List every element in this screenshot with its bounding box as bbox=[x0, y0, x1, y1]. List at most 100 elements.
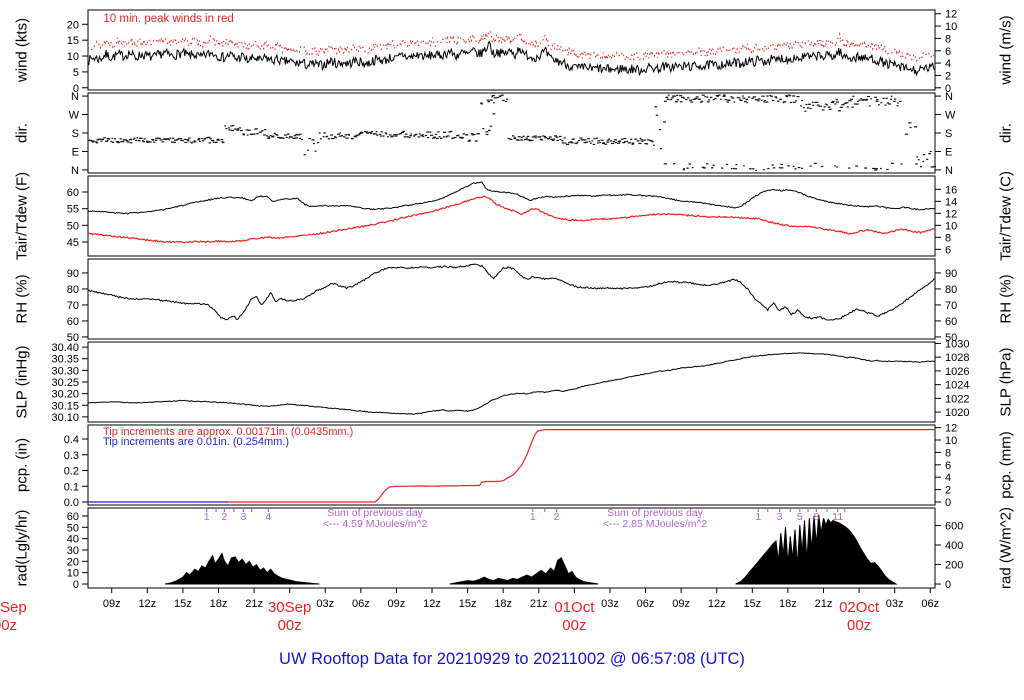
svg-text:30.25: 30.25 bbox=[51, 377, 79, 389]
svg-text:1026: 1026 bbox=[945, 366, 969, 378]
svg-text:Sum of previous day: Sum of previous day bbox=[607, 507, 703, 519]
figure-caption: UW Rooftop Data for 20210929 to 20211002… bbox=[279, 650, 745, 668]
svg-text:8: 8 bbox=[945, 33, 951, 45]
svg-text:Sum of previous day: Sum of previous day bbox=[327, 507, 423, 519]
svg-text:11: 11 bbox=[832, 511, 843, 523]
svg-text:10: 10 bbox=[945, 435, 957, 447]
axis-title-slp-hpa: SLP (hPa) bbox=[997, 347, 1015, 417]
svg-text:30.10: 30.10 bbox=[51, 412, 79, 424]
axis-title-tair-f: Tair/Tdew (F) bbox=[13, 171, 31, 261]
svg-text:03z: 03z bbox=[316, 598, 334, 610]
svg-text:0.0: 0.0 bbox=[64, 497, 79, 509]
svg-text:29Sep: 29Sep bbox=[0, 599, 27, 616]
svg-text:8: 8 bbox=[945, 232, 951, 244]
svg-text:40: 40 bbox=[67, 534, 79, 546]
svg-text:03z: 03z bbox=[886, 598, 904, 610]
svg-text:06z: 06z bbox=[637, 598, 655, 610]
svg-text:W: W bbox=[945, 110, 956, 122]
svg-text:<--- 4.59 MJoules/m^2: <--- 4.59 MJoules/m^2 bbox=[323, 518, 428, 530]
svg-text:2: 2 bbox=[945, 70, 951, 82]
axis-title-rad-wm2: rad (W/m^2) bbox=[997, 506, 1015, 590]
svg-text:80: 80 bbox=[67, 284, 79, 296]
svg-text:8: 8 bbox=[945, 447, 951, 459]
svg-text:00z: 00z bbox=[847, 617, 871, 634]
panel-pcp bbox=[82, 424, 941, 506]
svg-text:2: 2 bbox=[554, 511, 560, 523]
svg-text:W: W bbox=[69, 110, 80, 122]
svg-text:8: 8 bbox=[813, 511, 819, 523]
svg-text:10: 10 bbox=[945, 220, 957, 232]
svg-text:5: 5 bbox=[797, 511, 803, 523]
svg-text:200: 200 bbox=[945, 560, 963, 572]
svg-text:4: 4 bbox=[265, 511, 271, 523]
svg-text:03z: 03z bbox=[601, 598, 619, 610]
svg-text:09z: 09z bbox=[672, 598, 690, 610]
svg-text:12z: 12z bbox=[708, 598, 726, 610]
svg-text:00z: 00z bbox=[278, 617, 302, 634]
svg-text:12: 12 bbox=[945, 208, 957, 220]
svg-text:N: N bbox=[945, 91, 953, 103]
svg-text:60: 60 bbox=[945, 316, 957, 328]
panel-temp bbox=[82, 175, 941, 257]
svg-text:5: 5 bbox=[73, 67, 79, 79]
chart-canvas: 05101520024681012NWSENNWSEN4550556068101… bbox=[0, 9, 969, 634]
svg-text:21z: 21z bbox=[245, 598, 263, 610]
svg-text:15z: 15z bbox=[459, 598, 477, 610]
svg-text:12: 12 bbox=[945, 9, 957, 21]
svg-text:0: 0 bbox=[73, 83, 79, 95]
svg-text:4: 4 bbox=[945, 472, 951, 484]
svg-text:3: 3 bbox=[240, 511, 246, 523]
axis-title-rh-right: RH (%) bbox=[997, 274, 1015, 324]
svg-text:30: 30 bbox=[67, 545, 79, 557]
svg-text:6: 6 bbox=[945, 244, 951, 256]
svg-text:0.4: 0.4 bbox=[64, 434, 79, 446]
svg-text:30Sep: 30Sep bbox=[268, 599, 311, 616]
svg-text:30.20: 30.20 bbox=[51, 389, 79, 401]
panel-rh bbox=[82, 258, 941, 340]
svg-text:30.35: 30.35 bbox=[51, 354, 79, 366]
svg-text:80: 80 bbox=[945, 284, 957, 296]
svg-text:21z: 21z bbox=[530, 598, 548, 610]
svg-text:01Oct: 01Oct bbox=[554, 599, 595, 616]
svg-text:1024: 1024 bbox=[945, 380, 969, 392]
svg-text:06z: 06z bbox=[352, 598, 370, 610]
svg-text:0: 0 bbox=[945, 83, 951, 95]
svg-text:09z: 09z bbox=[103, 598, 121, 610]
svg-text:10 min. peak winds in red: 10 min. peak winds in red bbox=[103, 13, 233, 25]
axis-title-wind-kts: wind (kts) bbox=[13, 17, 31, 83]
svg-text:1020: 1020 bbox=[945, 407, 969, 419]
svg-text:4: 4 bbox=[945, 58, 951, 70]
svg-text:30.40: 30.40 bbox=[51, 342, 79, 354]
svg-text:14: 14 bbox=[945, 196, 957, 208]
svg-text:2: 2 bbox=[221, 511, 227, 523]
svg-text:55: 55 bbox=[67, 204, 79, 216]
svg-text:Tip increments are approx. 0.0: Tip increments are approx. 0.00171in. (0… bbox=[103, 426, 353, 438]
svg-text:1028: 1028 bbox=[945, 352, 969, 364]
svg-text:50: 50 bbox=[67, 522, 79, 534]
svg-text:45: 45 bbox=[67, 237, 79, 249]
svg-text:1022: 1022 bbox=[945, 393, 969, 405]
axis-title-rh-left: RH (%) bbox=[13, 274, 31, 324]
svg-text:09z: 09z bbox=[388, 598, 406, 610]
svg-text:0: 0 bbox=[945, 497, 951, 509]
svg-text:0: 0 bbox=[73, 579, 79, 591]
panel-slp bbox=[82, 341, 941, 423]
svg-text:10: 10 bbox=[67, 51, 79, 63]
svg-text:18z: 18z bbox=[779, 598, 797, 610]
svg-text:S: S bbox=[945, 128, 952, 140]
svg-text:50: 50 bbox=[67, 332, 79, 344]
svg-text:50: 50 bbox=[67, 220, 79, 232]
svg-text:0.3: 0.3 bbox=[64, 450, 79, 462]
svg-text:70: 70 bbox=[945, 300, 957, 312]
svg-text:90: 90 bbox=[67, 268, 79, 280]
axis-title-tair-c: Tair/Tdew (C) bbox=[997, 170, 1015, 262]
axis-title-wind-ms: wind (m/s) bbox=[997, 15, 1015, 85]
svg-text:06z: 06z bbox=[921, 598, 939, 610]
svg-text:10: 10 bbox=[67, 568, 79, 580]
svg-text:1: 1 bbox=[530, 511, 536, 523]
svg-text:<--- 2.85 MJoules/m^2: <--- 2.85 MJoules/m^2 bbox=[603, 518, 708, 530]
svg-text:400: 400 bbox=[945, 540, 963, 552]
axis-title-pcp-in: pcp. (in) bbox=[13, 437, 31, 493]
svg-text:6: 6 bbox=[945, 46, 951, 58]
